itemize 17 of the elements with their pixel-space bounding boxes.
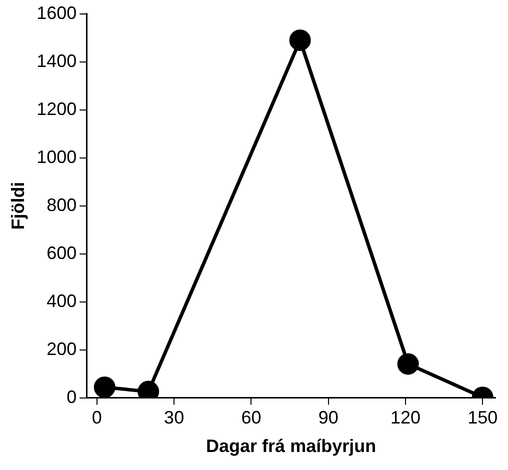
y-tick-label: 1000 xyxy=(36,146,77,167)
x-tick-label: 60 xyxy=(241,408,262,428)
y-tick-label: 1600 xyxy=(36,2,77,23)
x-tick-label: 120 xyxy=(390,408,421,428)
y-tick-label: 200 xyxy=(46,338,77,359)
y-tick-label: 1200 xyxy=(36,98,77,119)
y-tick-label: 800 xyxy=(46,194,77,215)
y-tick-label: 600 xyxy=(46,242,77,263)
y-tick-label: 0 xyxy=(66,386,77,407)
x-tick-label: 150 xyxy=(468,408,498,428)
x-tick-label: 30 xyxy=(164,408,184,428)
y-axis-title: Fjöldi xyxy=(8,182,28,230)
x-tick-label: 0 xyxy=(92,408,102,428)
x-tick-label: 90 xyxy=(318,408,338,428)
y-tick-label: 400 xyxy=(46,290,77,311)
y-tick-label: 1400 xyxy=(36,50,77,71)
x-axis-title: Dagar frá maíbyrjun xyxy=(206,436,376,456)
